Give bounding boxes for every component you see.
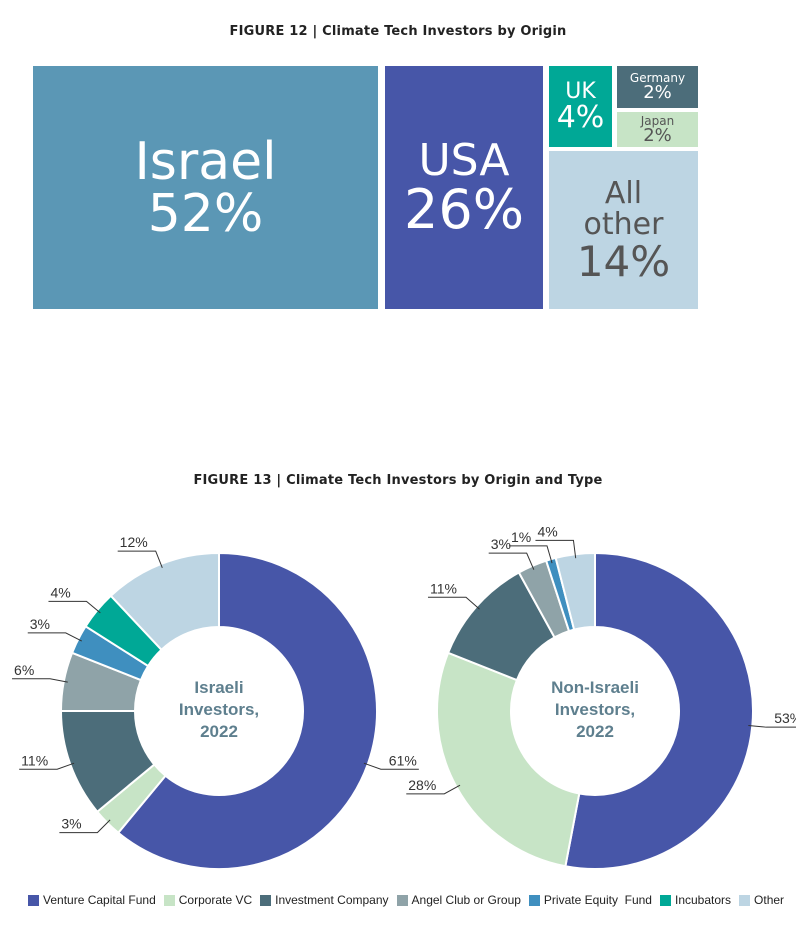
leader-line: [59, 819, 111, 834]
donut-slice: [436, 651, 581, 868]
legend-label: Incubators: [674, 893, 732, 907]
data-label: 12%: [120, 534, 148, 550]
center-label: Israeli: [194, 678, 243, 697]
leader-line: [363, 762, 419, 770]
legend-swatch: [739, 894, 751, 906]
legend-item: Incubators: [659, 893, 732, 907]
legend-item: Other: [739, 893, 784, 907]
tile-value: 2%: [643, 82, 672, 103]
data-label: 28%: [408, 777, 436, 793]
tile-label: Israel: [134, 131, 277, 192]
leader-line: [19, 762, 75, 770]
tile-label: Japan: [640, 113, 675, 128]
tile-value: 52%: [147, 183, 264, 244]
leader-line: [427, 596, 480, 610]
data-label: 3%: [491, 536, 511, 552]
leader-line: [488, 552, 535, 570]
legend-label: Other: [754, 893, 785, 907]
data-label: 4%: [50, 584, 70, 600]
legend-item: Venture Capital Fund: [28, 893, 156, 907]
legend-label: Angel Club or Group: [411, 893, 521, 907]
tile-israel: Israel 52%: [33, 66, 378, 309]
legend-label: Private Equity Fund: [543, 893, 652, 907]
center-label: 2022: [200, 722, 238, 741]
legend-swatch: [28, 894, 39, 906]
data-label: 4%: [537, 523, 557, 539]
data-label: 53%: [774, 710, 796, 726]
data-label: 3%: [30, 616, 50, 632]
tile-value: 14%: [576, 236, 671, 286]
legend-item: Angel Club or Group: [396, 893, 521, 907]
legend-label: Venture Capital Fund: [43, 893, 156, 907]
leader-line: [535, 539, 577, 559]
donut-slice: [554, 551, 596, 631]
legend-item: Private Equity Fund: [528, 893, 652, 907]
center-label: Non-Israeli: [551, 678, 639, 697]
legend-label: Investment Company: [275, 893, 389, 907]
tile-value: 26%: [403, 177, 525, 241]
legend-item: Corporate VC: [163, 893, 253, 907]
data-label: 3%: [61, 816, 81, 832]
legend-swatch: [260, 894, 272, 906]
donut-charts: 61%3%11%6%3%4%12%IsraeliInvestors,202253…: [12, 523, 796, 870]
legend-swatch: [163, 894, 175, 906]
tile-usa: USA 26%: [385, 66, 543, 309]
leader-line: [509, 545, 553, 564]
leader-line: [48, 600, 101, 614]
legend-item: Investment Company: [260, 893, 389, 907]
tile-value: 2%: [643, 124, 672, 146]
donut-slice: [109, 551, 220, 652]
leader-line: [27, 632, 83, 642]
leader-line: [117, 550, 163, 568]
leader-line: [406, 784, 461, 795]
leader-line: [748, 724, 796, 728]
legend-swatch: [528, 894, 540, 906]
data-label: 61%: [389, 752, 417, 768]
donut-slice: [116, 551, 378, 870]
tile-label: UK: [565, 78, 596, 104]
data-label: 11%: [21, 752, 48, 768]
tile-uk: UK 4%: [549, 66, 612, 147]
leader-line: [12, 678, 68, 683]
tile-label: Germany: [629, 71, 686, 85]
data-label: 6%: [14, 662, 34, 678]
center-label: Investors,: [555, 700, 635, 719]
tile-label: USA: [418, 134, 510, 186]
legend-swatch: [659, 894, 671, 906]
data-label: 1%: [511, 529, 531, 545]
tile-germany: Germany 2%: [617, 66, 698, 108]
tile-label: All other: [583, 175, 664, 242]
tile-value: 4%: [556, 99, 605, 135]
center-label: Investors,: [179, 700, 259, 719]
tile-japan: Japan 2%: [617, 112, 698, 147]
legend-swatch: [396, 894, 408, 906]
data-label: 11%: [430, 580, 457, 596]
donut-slice: [564, 551, 755, 870]
legend-label: Corporate VC: [178, 893, 253, 907]
center-label: 2022: [576, 722, 614, 741]
figure-12-title: FIGURE 12 | Climate Tech Investors by Or…: [229, 24, 567, 39]
legend: Venture Capital Fund Corporate VC Invest…: [28, 893, 784, 907]
tile-all-other: All other 14%: [549, 151, 698, 309]
figure-13-title: FIGURE 13 | Climate Tech Investors by Or…: [193, 473, 603, 488]
